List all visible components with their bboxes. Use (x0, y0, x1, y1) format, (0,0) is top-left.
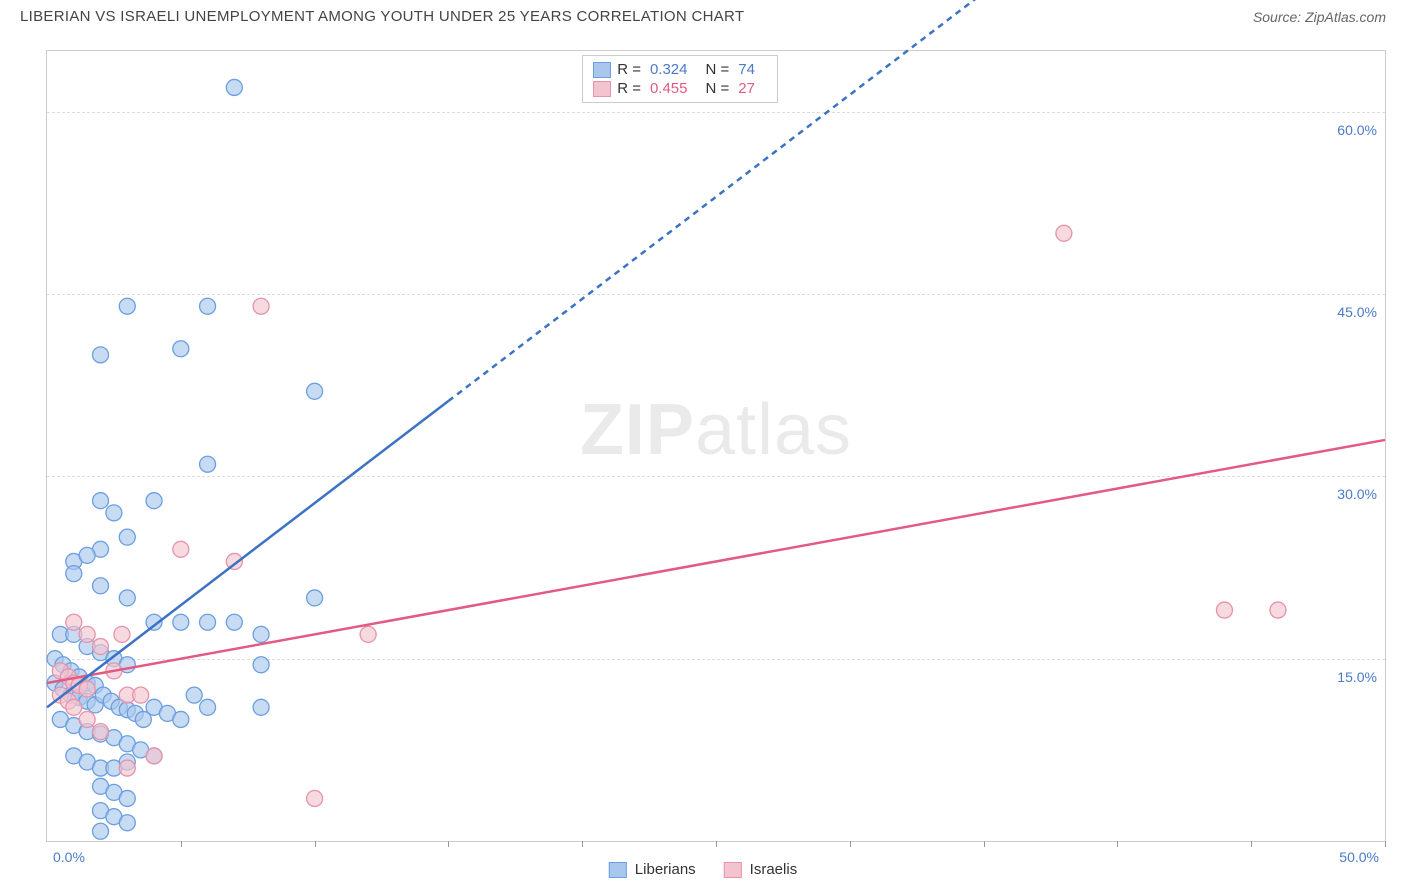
data-point (119, 815, 135, 831)
swatch-pink (724, 862, 742, 878)
r-value-pink: 0.455 (650, 80, 688, 97)
data-point (119, 590, 135, 606)
swatch-blue (593, 62, 611, 78)
n-value-pink: 27 (738, 80, 755, 97)
data-point (360, 626, 376, 642)
legend-row-blue: R = 0.324 N = 74 (593, 60, 767, 79)
data-point (93, 493, 109, 509)
swatch-blue (609, 862, 627, 878)
r-value-blue: 0.324 (650, 61, 688, 78)
data-point (253, 298, 269, 314)
data-point (1216, 602, 1232, 618)
n-value-blue: 74 (738, 61, 755, 78)
data-point (93, 639, 109, 655)
correlation-legend: R = 0.324 N = 74 R = 0.455 N = 27 (582, 55, 778, 103)
x-axis-max-label: 50.0% (1339, 849, 1379, 865)
legend-row-pink: R = 0.455 N = 27 (593, 79, 767, 98)
data-point (119, 760, 135, 776)
data-point (114, 626, 130, 642)
data-point (253, 626, 269, 642)
data-point (79, 711, 95, 727)
data-point (66, 566, 82, 582)
data-point (79, 547, 95, 563)
series-legend: Liberians Israelis (609, 861, 797, 878)
data-point (106, 505, 122, 521)
swatch-pink (593, 81, 611, 97)
data-point (186, 687, 202, 703)
data-point (66, 699, 82, 715)
data-point (79, 681, 95, 697)
data-point (253, 657, 269, 673)
data-point (200, 456, 216, 472)
data-point (119, 529, 135, 545)
legend-item-liberians: Liberians (609, 861, 696, 878)
data-point (66, 614, 82, 630)
y-tick-label: 60.0% (1337, 122, 1377, 138)
data-point (119, 298, 135, 314)
data-point (307, 790, 323, 806)
chart-title: LIBERIAN VS ISRAELI UNEMPLOYMENT AMONG Y… (20, 8, 744, 25)
data-point (119, 790, 135, 806)
scatter-plot (47, 51, 1385, 841)
data-point (307, 383, 323, 399)
y-tick-label: 45.0% (1337, 304, 1377, 320)
data-point (93, 823, 109, 839)
x-axis-min-label: 0.0% (53, 849, 85, 865)
data-point (93, 347, 109, 363)
data-point (200, 699, 216, 715)
data-point (173, 541, 189, 557)
data-point (307, 590, 323, 606)
y-tick-label: 15.0% (1337, 669, 1377, 685)
legend-item-israelis: Israelis (724, 861, 798, 878)
header: LIBERIAN VS ISRAELI UNEMPLOYMENT AMONG Y… (0, 0, 1406, 29)
plot-area: ZIPatlas R = 0.324 N = 74 R = 0.455 N = … (46, 50, 1386, 842)
y-tick-label: 30.0% (1337, 486, 1377, 502)
data-point (173, 341, 189, 357)
data-point (1270, 602, 1286, 618)
data-point (93, 724, 109, 740)
data-point (146, 748, 162, 764)
trend-line (47, 440, 1385, 683)
data-point (226, 79, 242, 95)
data-point (93, 578, 109, 594)
data-point (173, 711, 189, 727)
data-point (253, 699, 269, 715)
data-point (200, 298, 216, 314)
data-point (146, 493, 162, 509)
source-attribution: Source: ZipAtlas.com (1253, 9, 1386, 25)
data-point (1056, 225, 1072, 241)
data-point (79, 626, 95, 642)
data-point (173, 614, 189, 630)
data-point (226, 614, 242, 630)
data-point (200, 614, 216, 630)
data-point (133, 687, 149, 703)
